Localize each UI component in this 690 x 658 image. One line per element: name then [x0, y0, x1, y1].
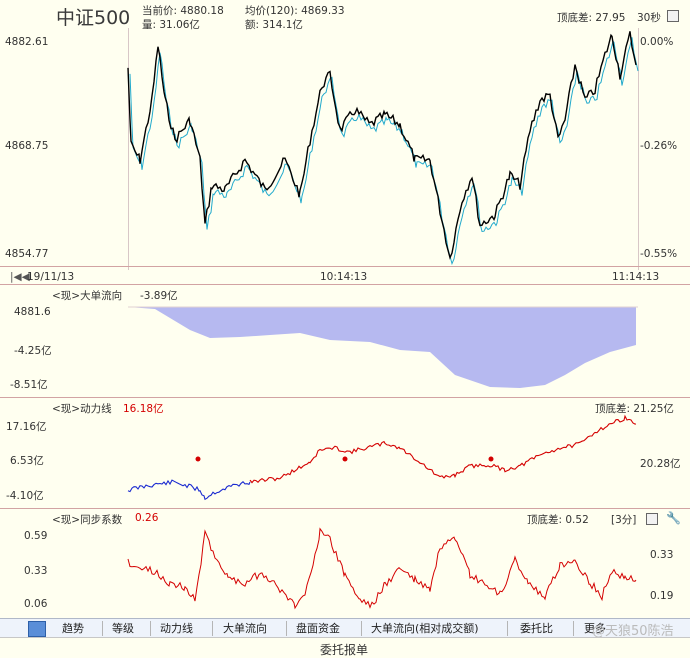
x-label-end: 11:14:13 — [612, 271, 660, 283]
sync-y-mid: 0.33 — [24, 565, 48, 577]
y-pct-mid: -0.26% — [640, 140, 678, 152]
volume: 量: 31.06亿 — [142, 19, 200, 31]
power-y-top: 17.16亿 — [6, 421, 47, 433]
refresh-icon[interactable] — [28, 621, 46, 637]
power-line-early — [127, 479, 251, 501]
tab-power-line[interactable]: 动力线 — [160, 622, 193, 635]
panel-separator — [0, 397, 690, 398]
sync-y-right-bottom: 0.19 — [650, 590, 674, 602]
power-title: <现>动力线 — [52, 403, 112, 415]
power-line — [249, 414, 637, 484]
window-icon[interactable] — [667, 10, 679, 22]
power-y-bottom: -4.10亿 — [6, 490, 44, 502]
power-y-right: 20.28亿 — [640, 458, 681, 470]
panel-separator — [0, 508, 690, 509]
interval-selector[interactable]: 30秒 — [637, 12, 661, 24]
tab-divider — [102, 621, 103, 636]
y-tick-top: 4882.61 — [5, 36, 49, 48]
avg-price-line — [129, 37, 639, 266]
big-order-area — [128, 307, 636, 388]
tab-divider — [286, 621, 287, 636]
x-label-mid: 10:14:13 — [320, 271, 368, 283]
scroll-left-icon[interactable]: |◀◀ — [10, 271, 30, 283]
tab-divider — [150, 621, 151, 636]
window-icon[interactable] — [646, 513, 658, 525]
sync-top-bottom: 顶底差: 0.52 — [527, 514, 589, 526]
big-order-y-top: 4881.6 — [14, 306, 51, 318]
signal-dot — [488, 456, 494, 462]
signal-dot — [342, 456, 348, 462]
tab-trend[interactable]: 趋势 — [62, 622, 84, 635]
price-line — [127, 31, 637, 260]
grid-line — [128, 28, 129, 270]
signal-dot — [195, 456, 201, 462]
tab-divider — [361, 621, 362, 636]
sync-y-right-top: 0.33 — [650, 549, 674, 561]
sync-y-bottom: 0.06 — [24, 598, 48, 610]
tab-market-funds[interactable]: 盘面资金 — [296, 622, 340, 635]
y-tick-mid: 4868.75 — [5, 140, 49, 152]
tab-divider — [212, 621, 213, 636]
y-pct-bottom: -0.55% — [640, 248, 678, 260]
power-value: 16.18亿 — [123, 403, 164, 415]
sync-period-selector[interactable]: [3分] — [611, 514, 637, 526]
amount: 额: 314.1亿 — [245, 19, 303, 31]
tab-more[interactable]: 更多 — [584, 622, 606, 635]
tab-big-order-flow[interactable]: 大单流向 — [223, 622, 267, 635]
avg-price: 均价(120): 4869.33 — [245, 5, 345, 17]
x-axis-line — [0, 266, 690, 267]
top-bottom-diff: 顶底差: 27.95 — [557, 12, 626, 24]
big-order-y-bottom: -8.51亿 — [10, 379, 48, 391]
tab-level[interactable]: 等级 — [112, 622, 134, 635]
order-entry-button[interactable]: 委托报单 — [320, 643, 369, 657]
big-order-y-mid: -4.25亿 — [14, 345, 52, 357]
watermark: @天狼50陈浩 — [592, 624, 674, 639]
y-tick-bottom: 4854.77 — [5, 248, 49, 260]
sync-y-top: 0.59 — [24, 530, 48, 542]
indicator-tab-bar: 趋势 等级 动力线 大单流向 盘面资金 大单流向(相对成交额) 委托比 更多 — [0, 618, 690, 638]
big-order-title: <现>大单流向 — [52, 290, 123, 302]
grid-line — [638, 28, 639, 270]
power-top-bottom: 顶底差: 21.25亿 — [595, 403, 674, 415]
index-name: 中证500 — [56, 7, 131, 29]
bottom-bar: 委托报单 — [0, 637, 690, 658]
wrench-icon[interactable]: 🔧 — [666, 511, 681, 525]
tab-divider — [573, 621, 574, 636]
panel-separator — [0, 284, 690, 285]
sync-title: <现>同步系数 — [52, 514, 123, 526]
tab-big-order-relative[interactable]: 大单流向(相对成交额) — [371, 622, 479, 635]
sync-line — [127, 527, 637, 610]
y-pct-top: 0.00% — [640, 36, 674, 48]
current-price: 当前价: 4880.18 — [142, 5, 224, 17]
tab-divider — [507, 621, 508, 636]
tab-order-ratio[interactable]: 委托比 — [520, 622, 553, 635]
big-order-value: -3.89亿 — [140, 290, 178, 302]
x-label-start: 19/11/13 — [27, 271, 75, 283]
power-y-mid: 6.53亿 — [10, 455, 44, 467]
sync-value: 0.26 — [135, 512, 159, 524]
